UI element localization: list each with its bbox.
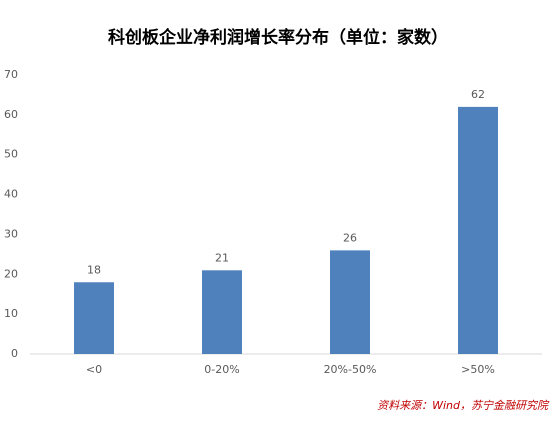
y-tick-label: 0 [11,347,18,360]
y-tick-label: 30 [4,227,18,240]
bar [458,106,498,354]
source-note: 资料来源：Wind，苏宁金融研究院 [377,399,550,412]
data-label: 21 [215,251,229,264]
data-label: 26 [343,231,357,244]
x-tick-label: 20%-50% [324,363,377,376]
bar [202,270,242,354]
y-tick-label: 70 [4,68,18,81]
x-tick-label: >50% [461,363,495,376]
data-label: 18 [87,263,101,276]
y-tick-label: 20 [4,267,18,280]
y-tick-label: 40 [4,188,18,201]
bar [330,250,370,354]
chart-title: 科创板企业净利润增长率分布（单位：家数） [108,27,448,48]
data-label: 62 [471,88,485,101]
y-tick-label: 50 [4,148,18,161]
y-tick-label: 60 [4,108,18,121]
bar [74,282,114,354]
y-tick-label: 10 [4,307,18,320]
x-tick-label: 0-20% [204,363,239,376]
x-tick-label: <0 [86,363,102,376]
